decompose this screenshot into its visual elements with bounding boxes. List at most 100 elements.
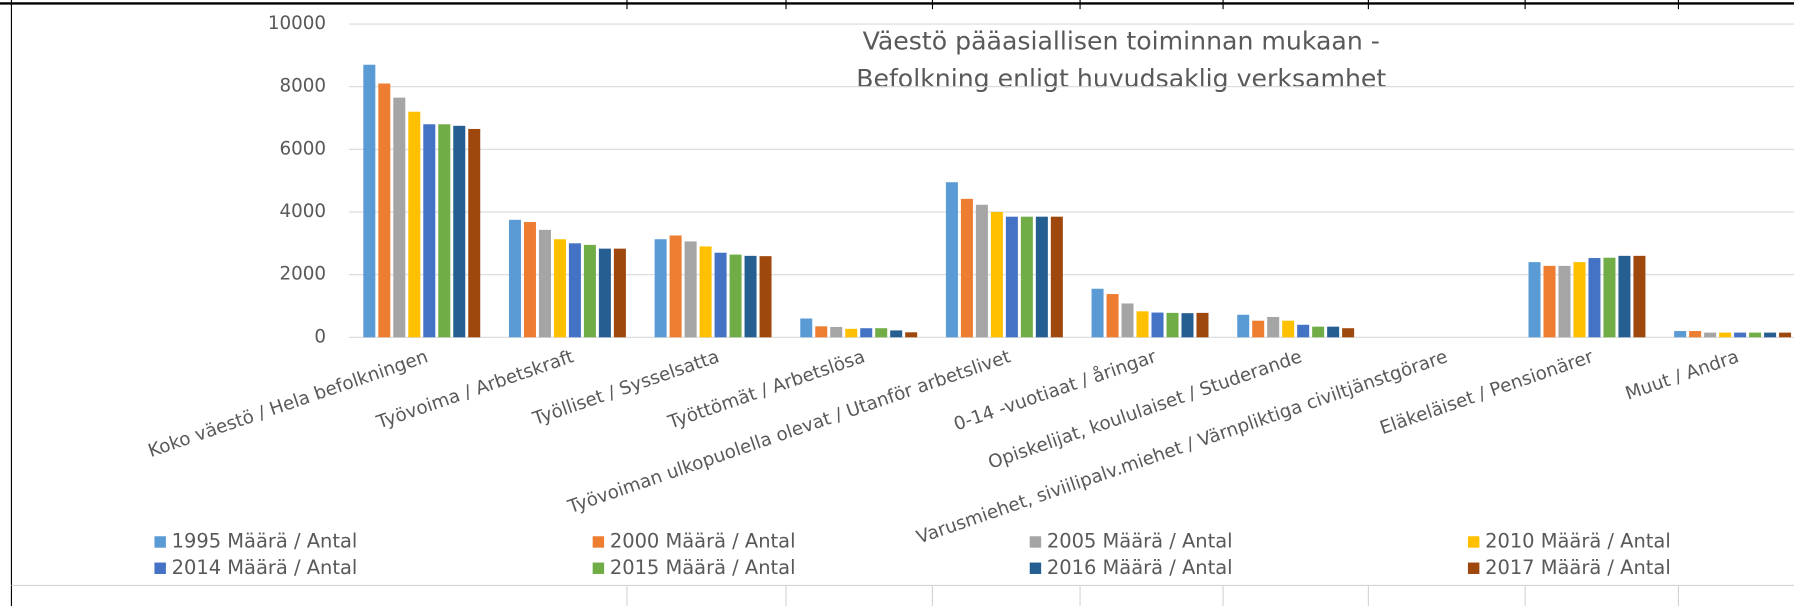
y-tick-label: 8000	[279, 76, 326, 97]
bar	[1151, 312, 1164, 338]
bar	[1719, 332, 1732, 338]
bar	[975, 204, 988, 338]
bar	[423, 124, 436, 338]
bar	[408, 111, 421, 338]
bar	[1252, 320, 1265, 338]
bar	[1528, 262, 1541, 338]
legend-swatch	[154, 562, 166, 574]
bar	[508, 219, 521, 338]
legend-label: 1995 Määrä / Antal	[172, 529, 358, 552]
bar	[363, 64, 376, 338]
legend-swatch	[1029, 536, 1042, 548]
bar	[568, 243, 581, 338]
bar	[759, 256, 772, 338]
bar	[1588, 258, 1601, 338]
bar	[523, 222, 536, 338]
bar	[744, 255, 757, 338]
bar	[1674, 331, 1687, 338]
legend-label: 2017 Määrä / Antal	[1485, 556, 1671, 579]
bar	[960, 198, 973, 338]
bar	[538, 229, 551, 338]
bar	[815, 326, 828, 338]
bar	[990, 211, 1003, 338]
x-tick-label: Koko väestö / Hela befolkningen	[146, 346, 431, 462]
bar	[684, 241, 697, 338]
legend-label: 2015 Määrä / Antal	[610, 556, 796, 579]
x-tick-label: Varusmiehet, siviilipalv.miehet / Värnpl…	[914, 346, 1450, 548]
legend-swatch	[592, 562, 605, 574]
bar	[1342, 328, 1355, 338]
bar	[438, 124, 451, 338]
bar	[378, 83, 391, 338]
bar	[613, 248, 626, 338]
bar	[800, 318, 813, 338]
bar	[1020, 216, 1033, 338]
y-tick-label: 4000	[279, 201, 326, 222]
bar	[1764, 332, 1777, 338]
y-tick-label: 0	[314, 326, 326, 347]
y-tick-label: 6000	[279, 138, 326, 159]
bar	[845, 328, 858, 338]
bar	[905, 332, 918, 338]
bar	[1267, 316, 1280, 338]
bar	[1689, 331, 1702, 338]
bar	[393, 97, 406, 338]
y-tick-label: 2000	[279, 264, 326, 285]
bar	[830, 326, 843, 338]
legend-swatch	[592, 536, 605, 548]
bar	[1136, 311, 1149, 338]
y-tick-label: 10000	[268, 13, 326, 34]
legend-label: 2016 Määrä / Antal	[1047, 556, 1233, 579]
bar	[1327, 326, 1340, 338]
bar	[468, 128, 481, 338]
bar	[1633, 255, 1646, 338]
bar	[1196, 312, 1209, 338]
legend-label: 2014 Määrä / Antal	[172, 556, 358, 579]
bar	[1181, 313, 1194, 338]
bar	[583, 244, 596, 338]
bar	[1282, 320, 1295, 338]
bar	[453, 125, 466, 338]
bar	[860, 328, 873, 338]
bar	[669, 235, 682, 338]
legend-swatch	[1467, 562, 1480, 574]
chart-title: Väestö pääasiallisen toiminnan mukaan -	[863, 26, 1380, 55]
bar	[1603, 257, 1616, 338]
legend-label: 2000 Määrä / Antal	[610, 529, 796, 552]
bar	[1237, 314, 1250, 338]
bar	[1749, 332, 1762, 338]
bar	[1779, 332, 1792, 338]
bar	[1050, 216, 1063, 338]
bar	[1573, 262, 1586, 338]
bar	[1543, 265, 1556, 338]
bar	[1734, 332, 1747, 338]
bar	[1558, 265, 1571, 338]
x-tick-label: Muut / Andra	[1623, 346, 1742, 404]
bar	[1091, 288, 1104, 338]
chart-title: Befolkning enligt huvudsaklig verksamhet	[856, 64, 1386, 93]
bar	[945, 182, 958, 338]
legend-swatch	[154, 536, 166, 548]
bar	[1312, 326, 1325, 338]
bar	[1121, 303, 1134, 338]
bar	[553, 239, 566, 338]
bar	[654, 239, 667, 338]
legend-swatch	[1029, 562, 1042, 574]
bar	[875, 328, 888, 338]
bar	[729, 254, 742, 338]
bar	[714, 252, 727, 338]
bar	[598, 248, 611, 338]
bar	[890, 330, 903, 338]
legend-label: 2010 Määrä / Antal	[1485, 529, 1671, 552]
bar	[1005, 216, 1018, 338]
bar	[1297, 324, 1310, 338]
bar	[699, 246, 712, 338]
legend-swatch	[1467, 536, 1480, 548]
bar	[1618, 255, 1631, 338]
bar	[1166, 312, 1179, 338]
bar	[1704, 332, 1717, 338]
legend-label: 2005 Määrä / Antal	[1047, 529, 1233, 552]
